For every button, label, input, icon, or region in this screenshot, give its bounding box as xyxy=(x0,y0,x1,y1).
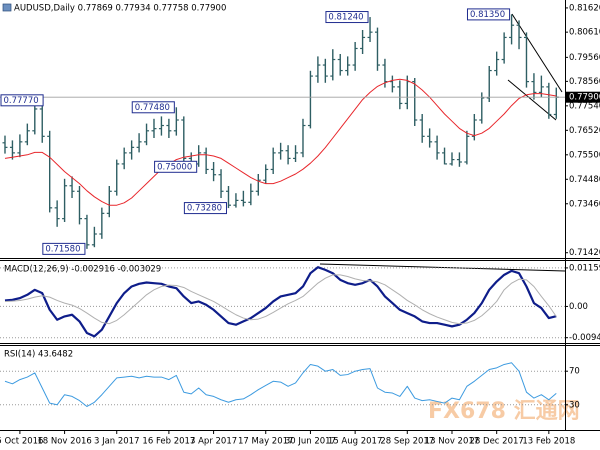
panel-title: AUDUSD,Daily 0.77869 0.77934 0.77758 0.7… xyxy=(14,4,226,14)
price-label-box xyxy=(325,11,369,24)
panel-title: RSI(14) 43.6482 xyxy=(4,350,73,360)
price-label-box xyxy=(0,94,44,107)
last-price-label: 0.77900 xyxy=(569,93,600,103)
price-label: 0.73280 xyxy=(187,204,222,214)
trend-line xyxy=(319,263,566,272)
y-tick-label: 70 xyxy=(569,367,580,377)
x-tick-label: 13 Feb 2018 xyxy=(522,437,575,447)
price-label: 0.77770 xyxy=(4,96,39,106)
trend-line xyxy=(507,79,557,121)
last-price-box xyxy=(566,91,600,103)
x-tick-label: 3 Apr 2017 xyxy=(190,437,237,447)
moving-average xyxy=(4,78,557,206)
y-tick-label: 30 xyxy=(569,400,580,410)
x-tick-label: 13 Nov 2017 xyxy=(425,437,479,447)
symbol-icon xyxy=(2,3,12,12)
price-label: 0.81350 xyxy=(470,10,505,20)
price-label-box xyxy=(183,202,227,215)
price-label-box xyxy=(131,101,175,114)
indicator-line xyxy=(4,362,557,407)
indicator-line xyxy=(4,274,557,325)
x-tick-label: 3 Jan 2017 xyxy=(94,437,140,447)
price-label: 0.75000 xyxy=(157,162,192,172)
price-label-box xyxy=(466,8,511,21)
x-tick-label: 17 May 2017 xyxy=(238,437,293,447)
indicator-line xyxy=(4,266,557,338)
price-label: 0.81240 xyxy=(328,13,363,23)
x-tick-label: 30 Jun 2017 xyxy=(285,437,336,447)
price-label-box xyxy=(154,160,198,173)
trend-lines xyxy=(319,13,566,272)
watermark: FX678 汇通网 xyxy=(428,399,580,424)
y-tick-label: 0.01159 xyxy=(569,263,600,273)
x-tick-label: 28 Dec 2017 xyxy=(470,437,524,447)
frames xyxy=(0,0,600,431)
trend-line xyxy=(511,13,563,93)
x-tick-label: 15 Aug 2017 xyxy=(328,437,382,447)
x-tick-label: 16 Feb 2017 xyxy=(142,437,195,447)
x-tick-label: 18 Nov 2016 xyxy=(37,437,91,447)
price-label: 0.77480 xyxy=(135,103,170,113)
y-tick-label: 0.00 xyxy=(569,302,588,312)
y-tick-label: -0.009406 xyxy=(569,333,600,343)
price-label-box xyxy=(42,242,86,255)
panel-title: MACD(12,26,9) -0.002916 -0.003029 xyxy=(4,265,161,275)
price-label: 0.71580 xyxy=(45,244,80,254)
x-tick-label: 5 Oct 2016 xyxy=(0,437,43,447)
x-tick-label: 28 Sep 2017 xyxy=(380,437,434,447)
